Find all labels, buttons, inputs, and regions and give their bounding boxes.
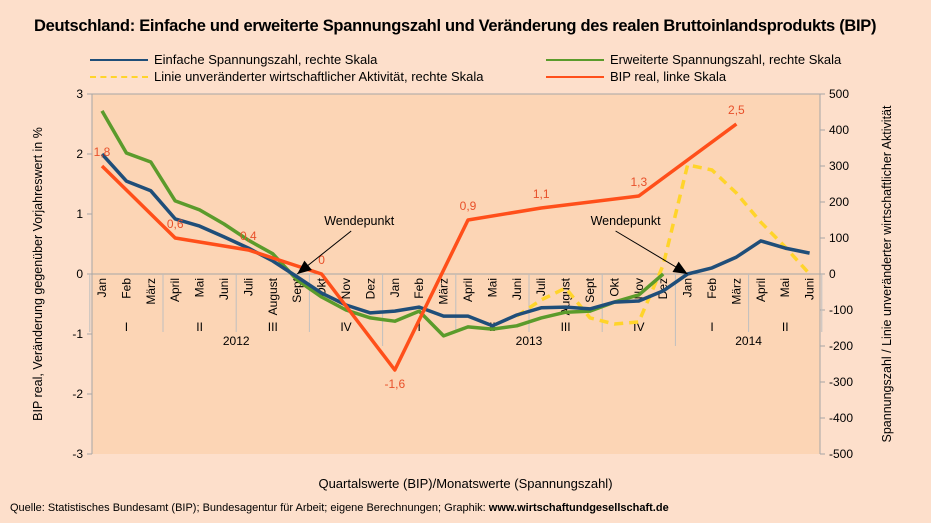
month-label: Sept xyxy=(583,277,597,302)
month-label: Jan xyxy=(681,278,695,297)
quarter-label: III xyxy=(561,320,571,334)
source-text: Quelle: Statistisches Bundesamt (BIP); B… xyxy=(10,502,489,514)
y-left-tick-label: -3 xyxy=(72,447,83,461)
series-erweiterte-line xyxy=(100,110,665,338)
y-right-tick-label: -300 xyxy=(829,375,853,389)
y-left-tick-label: -1 xyxy=(72,327,83,341)
quarter-label: III xyxy=(268,320,278,334)
quarter-label: I xyxy=(710,320,713,334)
quarter-label: I xyxy=(125,320,128,334)
legend-item-bip: BIP real, linke Skala xyxy=(546,69,726,84)
month-label: Juli xyxy=(534,278,548,296)
y-right-tick-label: -200 xyxy=(829,339,853,353)
legend-swatch xyxy=(546,75,604,78)
y-right-tick-label: 200 xyxy=(829,195,849,209)
y-left-tick-label: 0 xyxy=(76,267,83,281)
y-right-tick-label: 400 xyxy=(829,123,849,137)
year-label: 2013 xyxy=(516,334,543,348)
month-label: Juni xyxy=(217,278,231,300)
month-label: Feb xyxy=(412,278,426,299)
y-left-tick-label: 2 xyxy=(76,147,83,161)
y-left-tick-label: 1 xyxy=(76,207,83,221)
bip-data-label: 2,5 xyxy=(728,103,745,117)
legend-label: BIP real, linke Skala xyxy=(610,69,727,84)
legend-item-linie: Linie unveränderter wirtschaftlicher Akt… xyxy=(90,69,484,84)
quarter-label: IV xyxy=(633,320,644,334)
legend-label: Linie unveränderter wirtschaftlicher Akt… xyxy=(154,69,484,84)
month-label: März xyxy=(437,278,451,305)
bip-data-label: -1,6 xyxy=(384,377,405,391)
annotation-label: Wendepunkt xyxy=(591,214,661,228)
bip-data-label: 0,9 xyxy=(460,199,477,213)
month-label: Jan xyxy=(388,278,402,297)
y-right-tick-label: 500 xyxy=(829,87,849,101)
series-bip-line xyxy=(100,122,738,372)
y-right-tick-label: -500 xyxy=(829,447,853,461)
bip-data-label: 1,8 xyxy=(94,145,111,159)
y-right-tick-label: 0 xyxy=(829,267,836,281)
month-label: Feb xyxy=(705,278,719,299)
y-right-tick-label: 100 xyxy=(829,231,849,245)
quarter-label: II xyxy=(196,320,203,334)
month-label: Juli xyxy=(241,278,255,296)
y-axis-right-label: Spannungszahl / Linie unveränderter wirt… xyxy=(880,105,894,443)
month-label: Mai xyxy=(193,278,207,297)
legend-swatch xyxy=(546,58,604,61)
legend-item-einfache: Einfache Spannungszahl, rechte Skala xyxy=(90,52,377,67)
chart-title: Deutschland: Einfache und erweiterte Spa… xyxy=(34,17,877,35)
month-label: April xyxy=(754,278,768,302)
month-label: Juni xyxy=(803,278,817,300)
bip-data-label: 0,6 xyxy=(167,217,184,231)
x-axis-label: Quartalswerte (BIP)/Monatswerte (Spannun… xyxy=(318,476,613,491)
month-label: April xyxy=(461,278,475,302)
month-label: August xyxy=(266,277,280,315)
month-label: Dez xyxy=(363,278,377,299)
series-einfache-line xyxy=(100,152,810,328)
arrowhead-icon xyxy=(672,261,688,274)
bip-data-label: 1,1 xyxy=(533,187,550,201)
legend-label: Erweiterte Spannungszahl, rechte Skala xyxy=(610,52,842,67)
quarter-label: I xyxy=(418,320,421,334)
legend-label: Einfache Spannungszahl, rechte Skala xyxy=(154,52,378,67)
y-left-tick-label: 3 xyxy=(76,87,83,101)
legend-swatch xyxy=(90,58,148,61)
y-left-tick-label: -2 xyxy=(72,387,83,401)
year-label: 2014 xyxy=(735,334,762,348)
bip-data-label: 1,3 xyxy=(630,175,647,189)
bip-data-label: 0 xyxy=(318,253,325,267)
month-label: März xyxy=(144,278,158,305)
quarter-label: II xyxy=(782,320,789,334)
month-label: Okt xyxy=(607,277,621,296)
month-label: April xyxy=(168,278,182,302)
month-label: Jan xyxy=(95,278,109,297)
legend-item-erweiterte: Erweiterte Spannungszahl, rechte Skala xyxy=(546,52,841,67)
month-label: Mai xyxy=(485,278,499,297)
arrowhead-icon xyxy=(297,260,312,274)
y-right-tick-label: -100 xyxy=(829,303,853,317)
month-label: Feb xyxy=(119,278,133,299)
y-axis-left-label: BIP real, Veränderung gegenüber Vorjahre… xyxy=(31,127,45,421)
y-right-tick-label: 300 xyxy=(829,159,849,173)
annotation-label: Wendepunkt xyxy=(324,214,394,228)
y-right-tick-label: -400 xyxy=(829,411,853,425)
year-label: 2012 xyxy=(223,334,250,348)
month-label: Juni xyxy=(510,278,524,300)
month-label: März xyxy=(729,278,743,305)
source-note: Quelle: Statistisches Bundesamt (BIP); B… xyxy=(10,502,669,514)
bip-data-label: 0,4 xyxy=(240,229,257,243)
series-linie-line xyxy=(515,163,811,326)
quarter-label: IV xyxy=(340,320,351,334)
legend-swatch xyxy=(90,75,148,78)
source-link[interactable]: www.wirtschaftundgesellschaft.de xyxy=(488,502,669,514)
month-label: Mai xyxy=(778,278,792,297)
month-label: Nov xyxy=(339,278,353,299)
